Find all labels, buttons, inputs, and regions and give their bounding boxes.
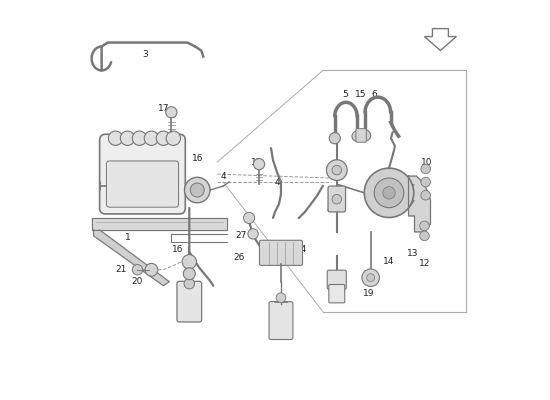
Circle shape (120, 131, 135, 145)
Text: 22: 22 (271, 245, 283, 254)
Circle shape (182, 255, 196, 269)
Circle shape (133, 264, 142, 275)
FancyBboxPatch shape (106, 161, 179, 207)
Text: 1: 1 (125, 233, 130, 242)
Text: 3: 3 (142, 50, 149, 59)
Circle shape (374, 178, 404, 208)
Polygon shape (92, 218, 227, 230)
Text: 11: 11 (383, 172, 394, 180)
Polygon shape (94, 230, 169, 286)
Text: 20: 20 (132, 277, 143, 286)
Text: 13: 13 (407, 249, 418, 258)
Text: 27: 27 (235, 231, 247, 240)
Circle shape (108, 131, 123, 145)
FancyBboxPatch shape (356, 129, 366, 142)
Circle shape (144, 131, 158, 145)
Circle shape (364, 168, 414, 218)
Circle shape (244, 212, 255, 224)
FancyBboxPatch shape (269, 302, 293, 340)
Text: 24: 24 (295, 245, 306, 254)
Text: 6: 6 (372, 90, 377, 99)
Text: 8: 8 (326, 206, 332, 214)
Text: 17: 17 (158, 104, 169, 113)
Circle shape (156, 131, 170, 145)
Text: 5: 5 (342, 90, 348, 99)
Text: 19: 19 (363, 289, 375, 298)
Circle shape (190, 183, 204, 197)
FancyBboxPatch shape (100, 134, 185, 214)
FancyBboxPatch shape (260, 240, 302, 265)
Circle shape (276, 293, 286, 302)
Text: 18: 18 (182, 307, 193, 316)
Text: 23: 23 (283, 253, 295, 262)
Text: 17: 17 (251, 158, 263, 167)
Circle shape (184, 278, 195, 289)
Circle shape (421, 177, 431, 187)
Text: 15: 15 (355, 90, 366, 99)
Circle shape (367, 274, 375, 282)
Circle shape (421, 164, 431, 174)
FancyBboxPatch shape (177, 281, 202, 322)
Circle shape (166, 107, 177, 118)
Circle shape (421, 190, 431, 200)
Text: 4: 4 (274, 178, 280, 186)
Circle shape (420, 221, 429, 231)
Polygon shape (409, 176, 431, 232)
Text: 25: 25 (273, 329, 285, 338)
Text: 9: 9 (338, 285, 344, 294)
Circle shape (166, 131, 180, 145)
Text: 16: 16 (191, 154, 203, 163)
Circle shape (254, 158, 265, 170)
Circle shape (362, 269, 380, 286)
FancyBboxPatch shape (328, 186, 345, 212)
Text: 16: 16 (172, 245, 183, 254)
Circle shape (183, 268, 195, 280)
Text: 12: 12 (419, 259, 430, 268)
Text: 26: 26 (233, 253, 245, 262)
Polygon shape (425, 28, 456, 50)
Text: 4: 4 (221, 172, 226, 180)
Circle shape (360, 130, 371, 141)
Text: 10: 10 (421, 158, 432, 167)
Circle shape (383, 187, 395, 199)
Circle shape (248, 229, 258, 239)
Circle shape (326, 160, 347, 180)
Text: 7: 7 (326, 166, 332, 175)
Circle shape (332, 165, 342, 175)
Circle shape (329, 133, 340, 144)
Circle shape (184, 177, 210, 203)
Circle shape (420, 231, 429, 241)
Circle shape (352, 131, 362, 142)
Circle shape (145, 263, 158, 276)
Text: 14: 14 (383, 257, 394, 266)
Circle shape (332, 194, 342, 204)
FancyBboxPatch shape (327, 270, 346, 289)
Text: 21: 21 (116, 265, 127, 274)
Circle shape (133, 131, 147, 145)
FancyBboxPatch shape (329, 284, 345, 303)
